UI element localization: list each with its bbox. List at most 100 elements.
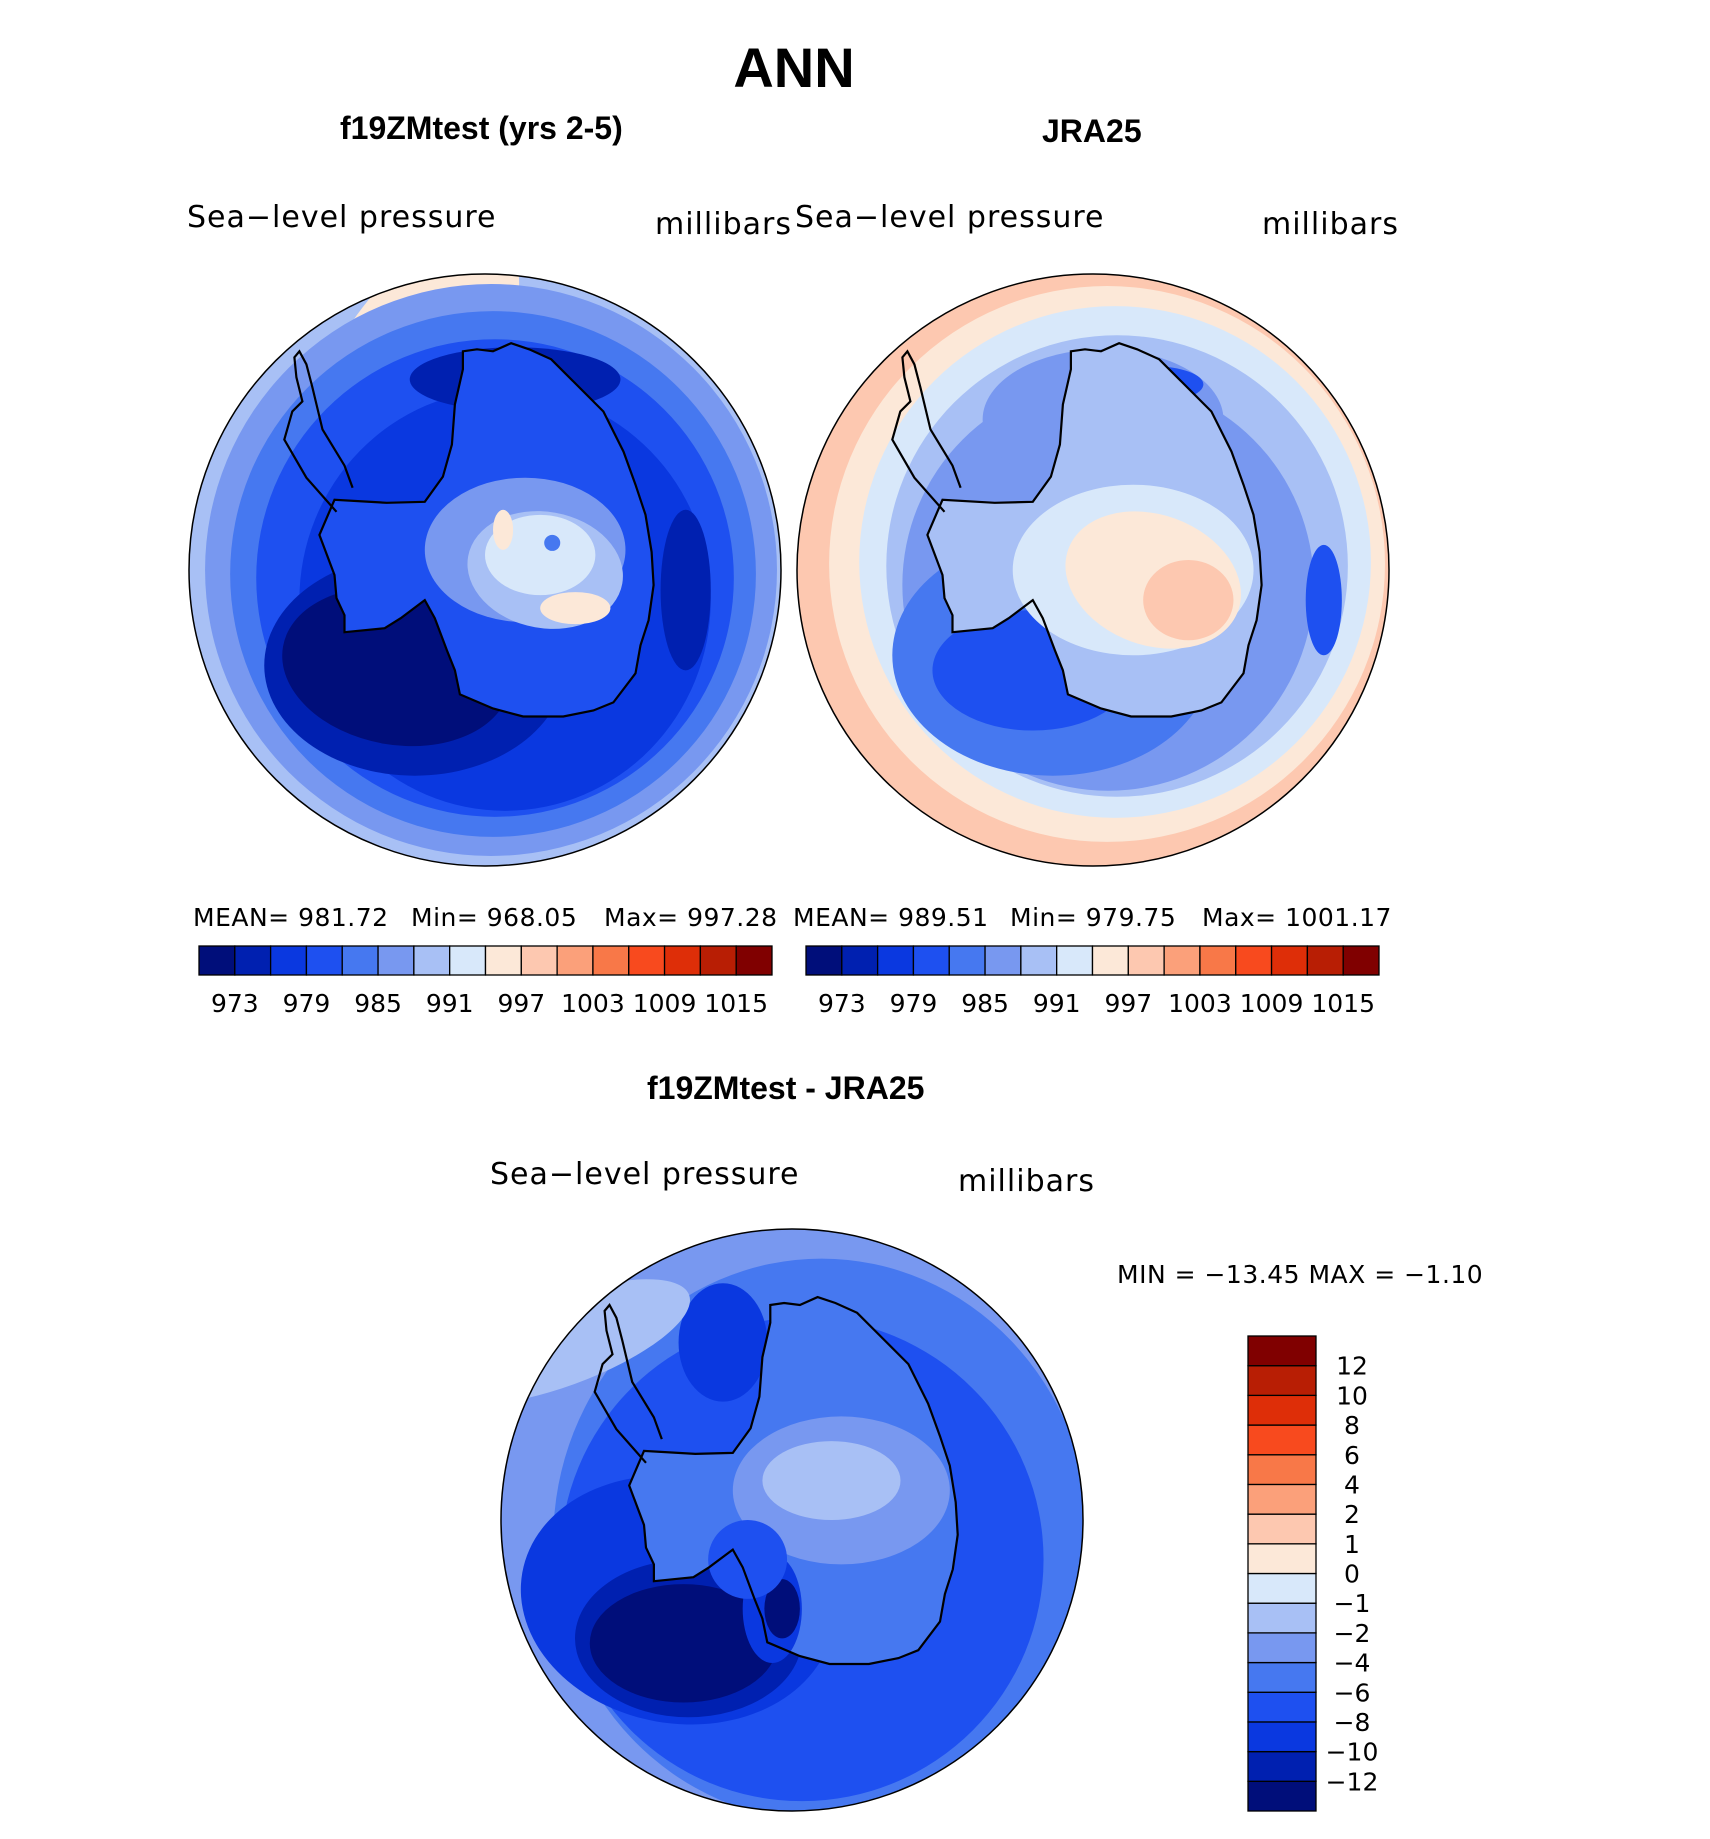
coastline xyxy=(318,342,655,718)
panel3-colorbar-swatch xyxy=(1247,1365,1317,1397)
panel2-colorbar: 973 979 985 991 997 1003 1009 1015 xyxy=(805,945,1380,1018)
panel1-mean: MEAN= 981.72 xyxy=(193,903,389,932)
contour-band xyxy=(1305,544,1342,656)
panel3-colorbar-tick-label: 12 xyxy=(1336,1352,1368,1381)
panel3-colorbar-swatch xyxy=(1247,1750,1317,1782)
panel3-colorbar-swatch xyxy=(1247,1543,1317,1575)
panel1-colorbar-swatch xyxy=(234,945,272,976)
panel1-colorbar-swatch xyxy=(484,945,522,976)
panel1-title: f19ZMtest (yrs 2-5) xyxy=(340,110,623,146)
panel3-variable-label: Sea−level pressure xyxy=(490,1157,800,1192)
panel2-colorbar-swatch xyxy=(1091,945,1129,976)
panel3-colorbar-swatch xyxy=(1247,1602,1317,1634)
panel3-colorbar-swatch xyxy=(1247,1691,1317,1723)
panel3-colorbar-tick-label: −6 xyxy=(1334,1678,1371,1707)
contour-band xyxy=(589,1584,778,1703)
panel2-colorbar-swatch xyxy=(1270,945,1309,976)
panel1-colorbar-swatch xyxy=(305,945,343,976)
contour-band xyxy=(678,1283,768,1402)
panel1-max: Max= 997.28 xyxy=(604,903,778,932)
panel3-polar-map xyxy=(500,1228,1084,1812)
panel2-colorbar-tick-label: 997 xyxy=(1104,989,1152,1018)
panel2-title: JRA25 xyxy=(1042,113,1142,149)
panel3-colorbar-swatch xyxy=(1247,1394,1317,1426)
panel2-colorbar-tick-label: 973 xyxy=(818,989,866,1018)
panel3-colorbar-tick-label: −12 xyxy=(1326,1767,1379,1796)
panel2-colorbar-tick-label: 1009 xyxy=(1240,989,1304,1018)
contour-band xyxy=(762,1441,901,1520)
panel1-colorbar-swatch xyxy=(269,945,308,976)
panel2-colorbar-swatch xyxy=(841,945,879,976)
contour-band xyxy=(660,509,711,671)
panel3-colorbar-swatch xyxy=(1247,1780,1317,1812)
contour-band xyxy=(540,592,611,625)
panel3-colorbar-tick-label: 8 xyxy=(1344,1411,1360,1440)
panel2-colorbar-tick-label: 991 xyxy=(1033,989,1081,1018)
panel3-colorbar-tick-label: −4 xyxy=(1334,1649,1371,1678)
panel2-colorbar-tick-label: 979 xyxy=(890,989,938,1018)
panel2-colorbar-swatch xyxy=(805,945,843,976)
panel1-colorbar-tick-label: 973 xyxy=(211,989,259,1018)
panel3-colorbar-swatch xyxy=(1247,1721,1317,1753)
panel1-colorbar-swatch xyxy=(377,945,415,976)
panel2-colorbar-swatch xyxy=(1020,945,1058,976)
panel2-colorbar-swatch xyxy=(1056,945,1094,976)
contour-band xyxy=(764,1579,800,1639)
panel3-colorbar-swatch xyxy=(1247,1572,1317,1604)
panel3-colorbar-swatch xyxy=(1247,1632,1317,1664)
panel2-min: Min= 979.75 xyxy=(1010,903,1177,932)
panel1-colorbar-swatch xyxy=(628,945,666,976)
panel3-colorbar-swatch xyxy=(1247,1483,1317,1515)
coastline-peninsula xyxy=(283,349,354,513)
panel2-colorbar-swatch xyxy=(1306,945,1344,976)
panel2-units-label: millibars xyxy=(1262,207,1399,242)
panel3-colorbar-tick-label: 10 xyxy=(1336,1381,1368,1410)
coastline-peninsula xyxy=(891,349,962,513)
panel2-polar-map xyxy=(796,273,1390,867)
panel1-colorbar-tick-label: 997 xyxy=(497,989,545,1018)
panel2-colorbar-swatch xyxy=(1199,945,1237,976)
figure-title: ANN xyxy=(733,36,855,99)
panel1-colorbar: 973 979 985 991 997 1003 1009 1015 xyxy=(198,945,773,1018)
panel1-colorbar-swatch xyxy=(413,945,451,976)
panel1-colorbar-tick-label: 979 xyxy=(283,989,331,1018)
contour-band xyxy=(544,534,561,551)
panel3-colorbar-tick-label: 4 xyxy=(1344,1470,1360,1499)
panel1-colorbar-swatch xyxy=(592,945,630,976)
contour-band xyxy=(708,1520,788,1599)
panel1-colorbar-swatch xyxy=(663,945,702,976)
panel2-colorbar-tick-label: 1015 xyxy=(1311,989,1375,1018)
panel2-colorbar-swatch xyxy=(984,945,1022,976)
panel3-colorbar-swatch xyxy=(1247,1335,1317,1367)
map-border xyxy=(796,273,1390,867)
panel2-colorbar-swatch xyxy=(1342,945,1380,976)
panel1-units-label: millibars xyxy=(655,207,792,242)
panel3-colorbar-tick-label: −2 xyxy=(1334,1619,1371,1648)
panel1-colorbar-tick-label: 991 xyxy=(426,989,474,1018)
panel3-colorbar-swatch xyxy=(1247,1454,1317,1486)
panel2-colorbar-swatch xyxy=(1127,945,1165,976)
panel1-colorbar-swatch xyxy=(735,945,773,976)
panel3-colorbar-tick-label: −8 xyxy=(1334,1708,1371,1737)
panel3-minmax: MIN = −13.45 MAX = −1.10 xyxy=(1117,1260,1484,1289)
map-border xyxy=(500,1228,1084,1812)
panel3-colorbar-swatch xyxy=(1247,1513,1317,1545)
contour-band xyxy=(493,509,514,550)
panel2-colorbar-tick-label: 985 xyxy=(961,989,1009,1018)
panel3-colorbar-tick-label: −1 xyxy=(1334,1589,1371,1618)
map-border xyxy=(188,273,782,867)
coastline xyxy=(926,342,1263,718)
contour-band xyxy=(1143,559,1234,641)
panel1-colorbar-swatch xyxy=(520,945,558,976)
panel3-colorbar-tick-label: 1 xyxy=(1344,1530,1360,1559)
panel2-colorbar-swatch xyxy=(1163,945,1201,976)
panel2-colorbar-swatch xyxy=(912,945,950,976)
panel1-min: Min= 968.05 xyxy=(411,903,578,932)
coastline xyxy=(628,1295,959,1666)
panel2-colorbar-swatch xyxy=(876,945,915,976)
panel3-colorbar-swatch xyxy=(1247,1661,1317,1693)
panel1-colorbar-tick-label: 1003 xyxy=(561,989,625,1018)
panel1-colorbar-tick-label: 985 xyxy=(354,989,402,1018)
panel2-mean: MEAN= 989.51 xyxy=(793,903,989,932)
